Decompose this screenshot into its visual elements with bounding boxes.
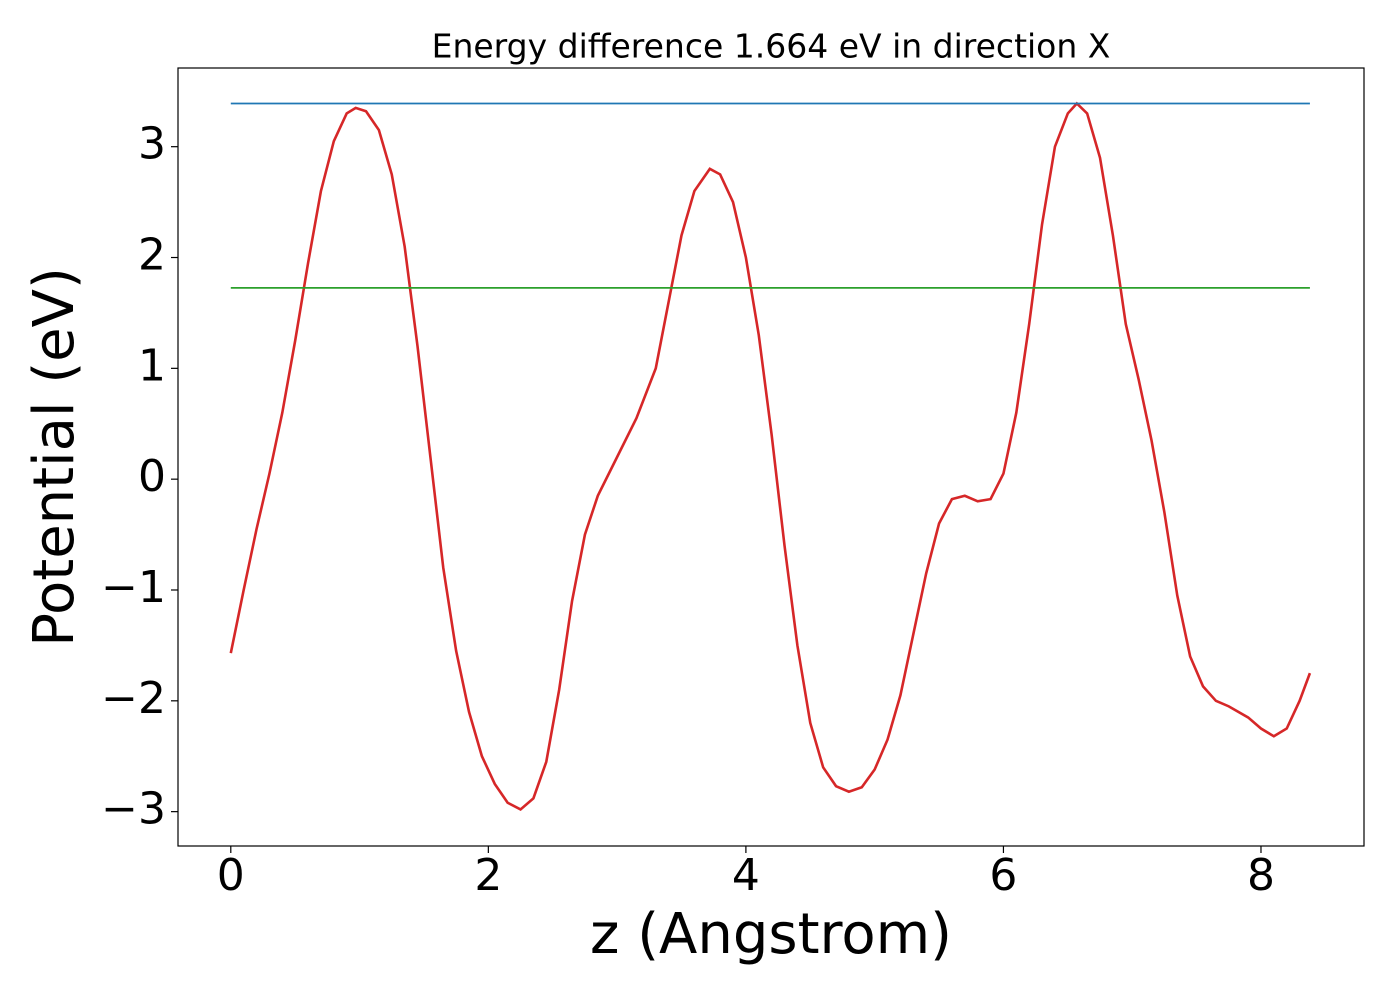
y-tick-label: 0	[138, 451, 166, 502]
x-axis-label: z (Angstrom)	[590, 902, 952, 967]
y-tick-label: −2	[101, 673, 166, 724]
y-tick-label: 1	[138, 340, 166, 391]
x-tick-label: 2	[474, 850, 502, 901]
x-tick-label: 6	[989, 850, 1017, 901]
x-tick-label: 4	[732, 850, 760, 901]
y-tick-label: −1	[101, 562, 166, 613]
plot-frame	[177, 67, 1365, 847]
x-tick-label: 0	[217, 850, 245, 901]
line	[229, 101, 1312, 811]
chart-title: Energy difference 1.664 eV in direction …	[432, 27, 1111, 66]
y-tick-label: −3	[101, 784, 166, 835]
y-tick-label: 3	[138, 119, 166, 170]
y-tick-label: 2	[138, 230, 166, 281]
x-tick-label: 8	[1247, 850, 1275, 901]
y-axis-label: Potential (eV)	[22, 267, 87, 647]
